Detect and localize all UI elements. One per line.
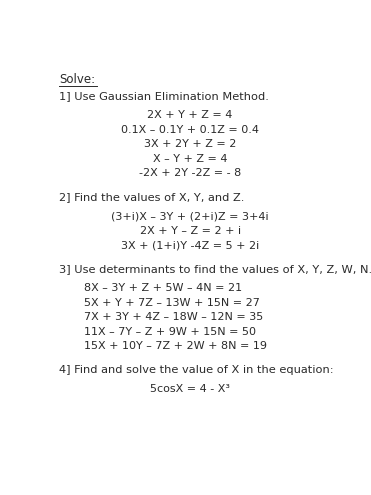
Text: 4] Find and solve the value of X in the equation:: 4] Find and solve the value of X in the … xyxy=(59,365,334,375)
Text: X – Y + Z = 4: X – Y + Z = 4 xyxy=(153,153,227,163)
Text: 15X + 10Y – 7Z + 2W + 8N = 19: 15X + 10Y – 7Z + 2W + 8N = 19 xyxy=(84,341,267,351)
Text: 3X + (1+i)Y -4Z = 5 + 2i: 3X + (1+i)Y -4Z = 5 + 2i xyxy=(121,240,259,250)
Text: 3X + 2Y + Z = 2: 3X + 2Y + Z = 2 xyxy=(144,139,236,149)
Text: 2] Find the values of X, Y, and Z.: 2] Find the values of X, Y, and Z. xyxy=(59,192,245,202)
Text: 2X + Y – Z = 2 + i: 2X + Y – Z = 2 + i xyxy=(139,226,241,236)
Text: 2X + Y + Z = 4: 2X + Y + Z = 4 xyxy=(147,110,233,120)
Text: 8X – 3Y + Z + 5W – 4N = 21: 8X – 3Y + Z + 5W – 4N = 21 xyxy=(84,283,242,293)
Text: 1] Use Gaussian Elimination Method.: 1] Use Gaussian Elimination Method. xyxy=(59,91,269,101)
Text: (3+i)X – 3Y + (2+i)Z = 3+4i: (3+i)X – 3Y + (2+i)Z = 3+4i xyxy=(111,211,269,221)
Text: 5cosX = 4 - X³: 5cosX = 4 - X³ xyxy=(150,384,230,394)
Text: 0.1X – 0.1Y + 0.1Z = 0.4: 0.1X – 0.1Y + 0.1Z = 0.4 xyxy=(121,125,259,135)
Text: 3] Use determinants to find the values of X, Y, Z, W, N.: 3] Use determinants to find the values o… xyxy=(59,264,371,274)
Text: Solve:: Solve: xyxy=(59,73,95,86)
Text: -2X + 2Y -2Z = - 8: -2X + 2Y -2Z = - 8 xyxy=(139,168,241,178)
Text: 11X – 7Y – Z + 9W + 15N = 50: 11X – 7Y – Z + 9W + 15N = 50 xyxy=(84,327,256,337)
Text: 5X + Y + 7Z – 13W + 15N = 27: 5X + Y + 7Z – 13W + 15N = 27 xyxy=(84,297,260,307)
Text: 7X + 3Y + 4Z – 18W – 12N = 35: 7X + 3Y + 4Z – 18W – 12N = 35 xyxy=(84,312,263,322)
